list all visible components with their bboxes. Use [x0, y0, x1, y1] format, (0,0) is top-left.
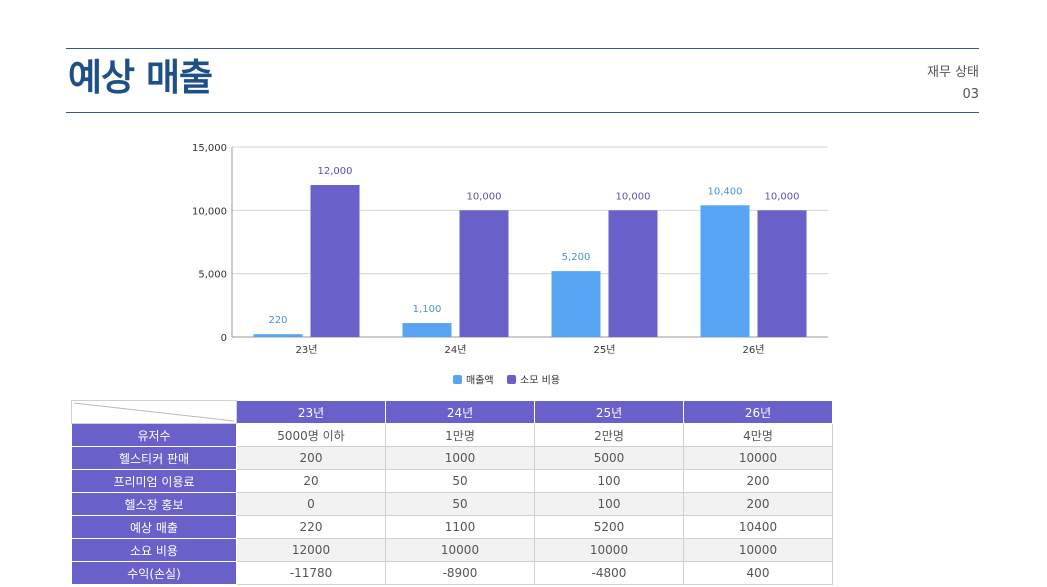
y-tick-label: 15,000: [192, 143, 227, 154]
table-cell: 100: [534, 492, 684, 516]
row-label: 소요 비용: [71, 538, 237, 562]
cost-data-label: 10,000: [467, 191, 502, 202]
table-row: 유저수 5000명 이하 1만명 2만명 4만명: [71, 423, 833, 447]
column-header-24: 24년: [385, 400, 535, 424]
table-cell: -4800: [534, 561, 684, 585]
table-cell: -8900: [385, 561, 535, 585]
table-cell: 200: [683, 492, 833, 516]
x-tick-label: 25년: [594, 344, 616, 356]
table-cell: 50: [385, 492, 535, 516]
column-header-23: 23년: [236, 400, 386, 424]
table-row: 프리미엄 이용료 20 50 100 200: [71, 469, 833, 493]
table-cell: 5000: [534, 446, 684, 470]
sales-bar: [253, 334, 303, 337]
cost-data-label: 10,000: [616, 191, 651, 202]
table-row: 수익(손실) -11780 -8900 -4800 400: [71, 561, 833, 585]
table-cell: 1만명: [385, 423, 535, 447]
header-bottom-rule: [66, 112, 979, 113]
cost-data-label: 10,000: [765, 191, 800, 202]
legend-label-cost: 소모 비용: [520, 375, 560, 387]
table-cell: 200: [236, 446, 386, 470]
y-tick-label: 5,000: [198, 270, 227, 281]
table-cell: 20: [236, 469, 386, 493]
cost-bar: [608, 210, 658, 337]
sales-data-label: 220: [268, 315, 287, 326]
table-cell: 100: [534, 469, 684, 493]
page-number: 03: [962, 87, 979, 102]
y-tick-label: 0: [221, 333, 227, 344]
table-cell: 10000: [385, 538, 535, 562]
column-header-25: 25년: [534, 400, 684, 424]
page-title: 예상 매출: [68, 56, 213, 99]
x-tick-label: 24년: [445, 344, 467, 356]
cost-bar: [310, 185, 360, 337]
section-name: 재무 상태: [927, 65, 979, 80]
row-label: 수익(손실): [71, 561, 237, 585]
table-cell: 10000: [534, 538, 684, 562]
table-row: 헬스장 홍보 0 50 100 200: [71, 492, 833, 516]
row-label: 유저수: [71, 423, 237, 447]
row-label: 예상 매출: [71, 515, 237, 539]
legend-swatch-sales: [453, 375, 462, 384]
corner-diagonal: [73, 402, 235, 422]
table-cell: 12000: [236, 538, 386, 562]
cost-data-label: 12,000: [318, 166, 353, 177]
table-cell: 400: [683, 561, 833, 585]
sales-cost-bar-chart: 0 5,000 10,000 15,000 220 12,000 23년 1,100 10,00…: [192, 143, 828, 387]
table-row: 헬스티커 판매 200 1000 5000 10000: [71, 446, 833, 470]
table-cell: 10000: [683, 538, 833, 562]
table-header-row: 23년 24년 25년 26년: [71, 400, 833, 424]
table-cell: 220: [236, 515, 386, 539]
sales-bar: [551, 271, 601, 337]
table-cell: 50: [385, 469, 535, 493]
x-tick-label: 23년: [296, 344, 318, 356]
section-label: 재무 상태 03: [927, 62, 979, 106]
column-header-26: 26년: [683, 400, 833, 424]
header-top-rule: [66, 48, 979, 49]
table-cell: 5000명 이하: [236, 423, 386, 447]
table-cell: 0: [236, 492, 386, 516]
table-cell: 4만명: [683, 423, 833, 447]
sales-data-label: 1,100: [413, 304, 442, 315]
table-row: 소요 비용 12000 10000 10000 10000: [71, 538, 833, 562]
table-cell: 10400: [683, 515, 833, 539]
sales-bar: [700, 205, 750, 337]
table-cell: 2만명: [534, 423, 684, 447]
cost-bar: [757, 210, 807, 337]
row-label: 헬스티커 판매: [71, 446, 237, 470]
table-cell: 200: [683, 469, 833, 493]
table-cell: 1000: [385, 446, 535, 470]
sales-bar: [402, 323, 452, 337]
table-cell: 5200: [534, 515, 684, 539]
table-cell: -11780: [236, 561, 386, 585]
row-label: 프리미엄 이용료: [71, 469, 237, 493]
table-row: 예상 매출 220 1100 5200 10400: [71, 515, 833, 539]
y-tick-label: 10,000: [192, 206, 227, 217]
sales-data-label: 5,200: [562, 252, 591, 263]
legend-swatch-cost: [507, 375, 516, 384]
table-corner-cell: [71, 400, 237, 424]
table-cell: 1100: [385, 515, 535, 539]
cost-bar: [459, 210, 509, 337]
x-tick-label: 26년: [743, 344, 765, 356]
legend-label-sales: 매출액: [466, 375, 494, 387]
sales-data-label: 10,400: [708, 186, 743, 197]
forecast-table: 23년 24년 25년 26년 유저수 5000명 이하 1만명 2만명 4만명…: [71, 400, 833, 585]
row-label: 헬스장 홍보: [71, 492, 237, 516]
table-cell: 10000: [683, 446, 833, 470]
